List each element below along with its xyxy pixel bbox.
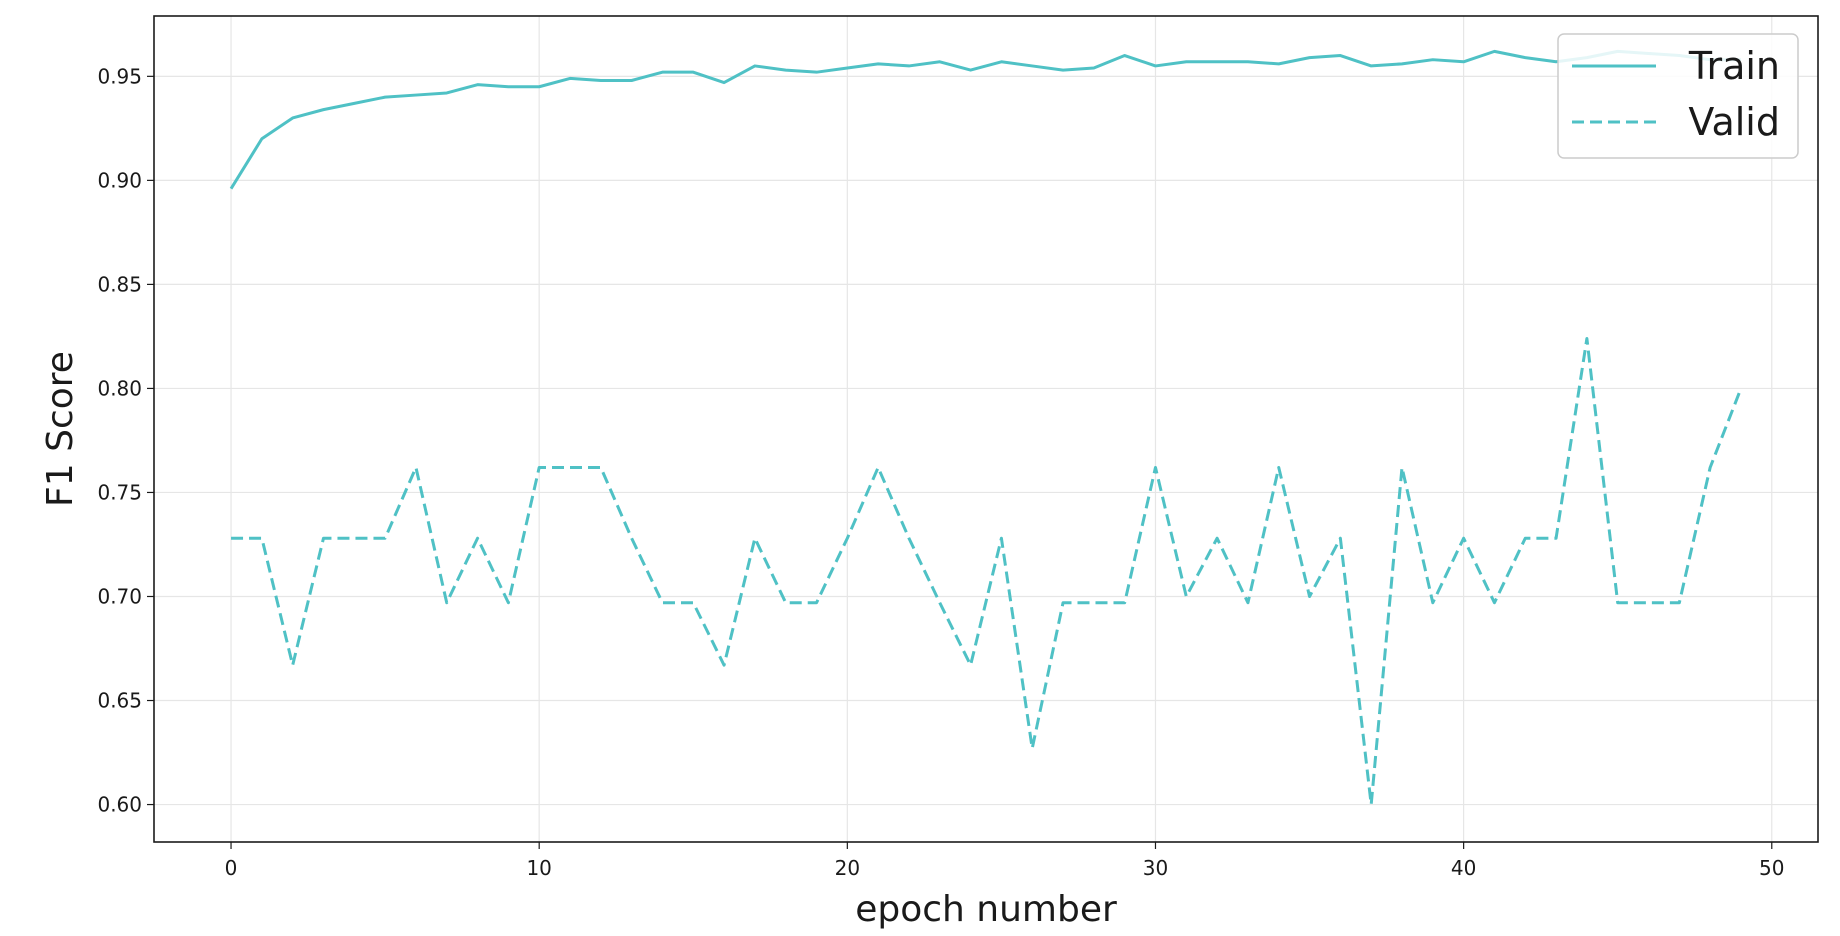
y-tick-label: 0.90 bbox=[97, 168, 142, 192]
x-axis-label: epoch number bbox=[855, 889, 1117, 930]
series-line-valid bbox=[231, 336, 1743, 807]
x-tick-label: 20 bbox=[835, 856, 860, 880]
y-tick-label: 0.65 bbox=[97, 689, 142, 713]
y-tick-label: 0.85 bbox=[97, 272, 142, 296]
x-tick-label: 40 bbox=[1451, 856, 1476, 880]
y-tick-label: 0.70 bbox=[97, 584, 142, 608]
x-tick-label: 50 bbox=[1759, 856, 1784, 880]
x-tick-label: 10 bbox=[526, 856, 551, 880]
y-axis-label: F1 Score bbox=[40, 351, 81, 507]
y-tick-label: 0.60 bbox=[97, 793, 142, 817]
ticks: 0 10 20 30 40 50 0.60 0.65 0.70 0.75 0.80 0.85 0.90 0… bbox=[97, 64, 1784, 880]
x-tick-label: 0 bbox=[225, 856, 238, 880]
y-tick-label: 0.95 bbox=[97, 64, 142, 88]
series-line-train bbox=[229, 49, 1741, 190]
legend-label-valid: Valid bbox=[1688, 100, 1780, 144]
legend-label-train: Train bbox=[1688, 44, 1780, 88]
plot-frame bbox=[153, 15, 1819, 843]
y-tick-label: 0.75 bbox=[97, 480, 142, 504]
y-tick-label: 0.80 bbox=[97, 376, 142, 400]
legend: Train Valid bbox=[1557, 33, 1799, 159]
series-layer bbox=[229, 49, 1743, 807]
x-tick-label: 30 bbox=[1143, 856, 1168, 880]
